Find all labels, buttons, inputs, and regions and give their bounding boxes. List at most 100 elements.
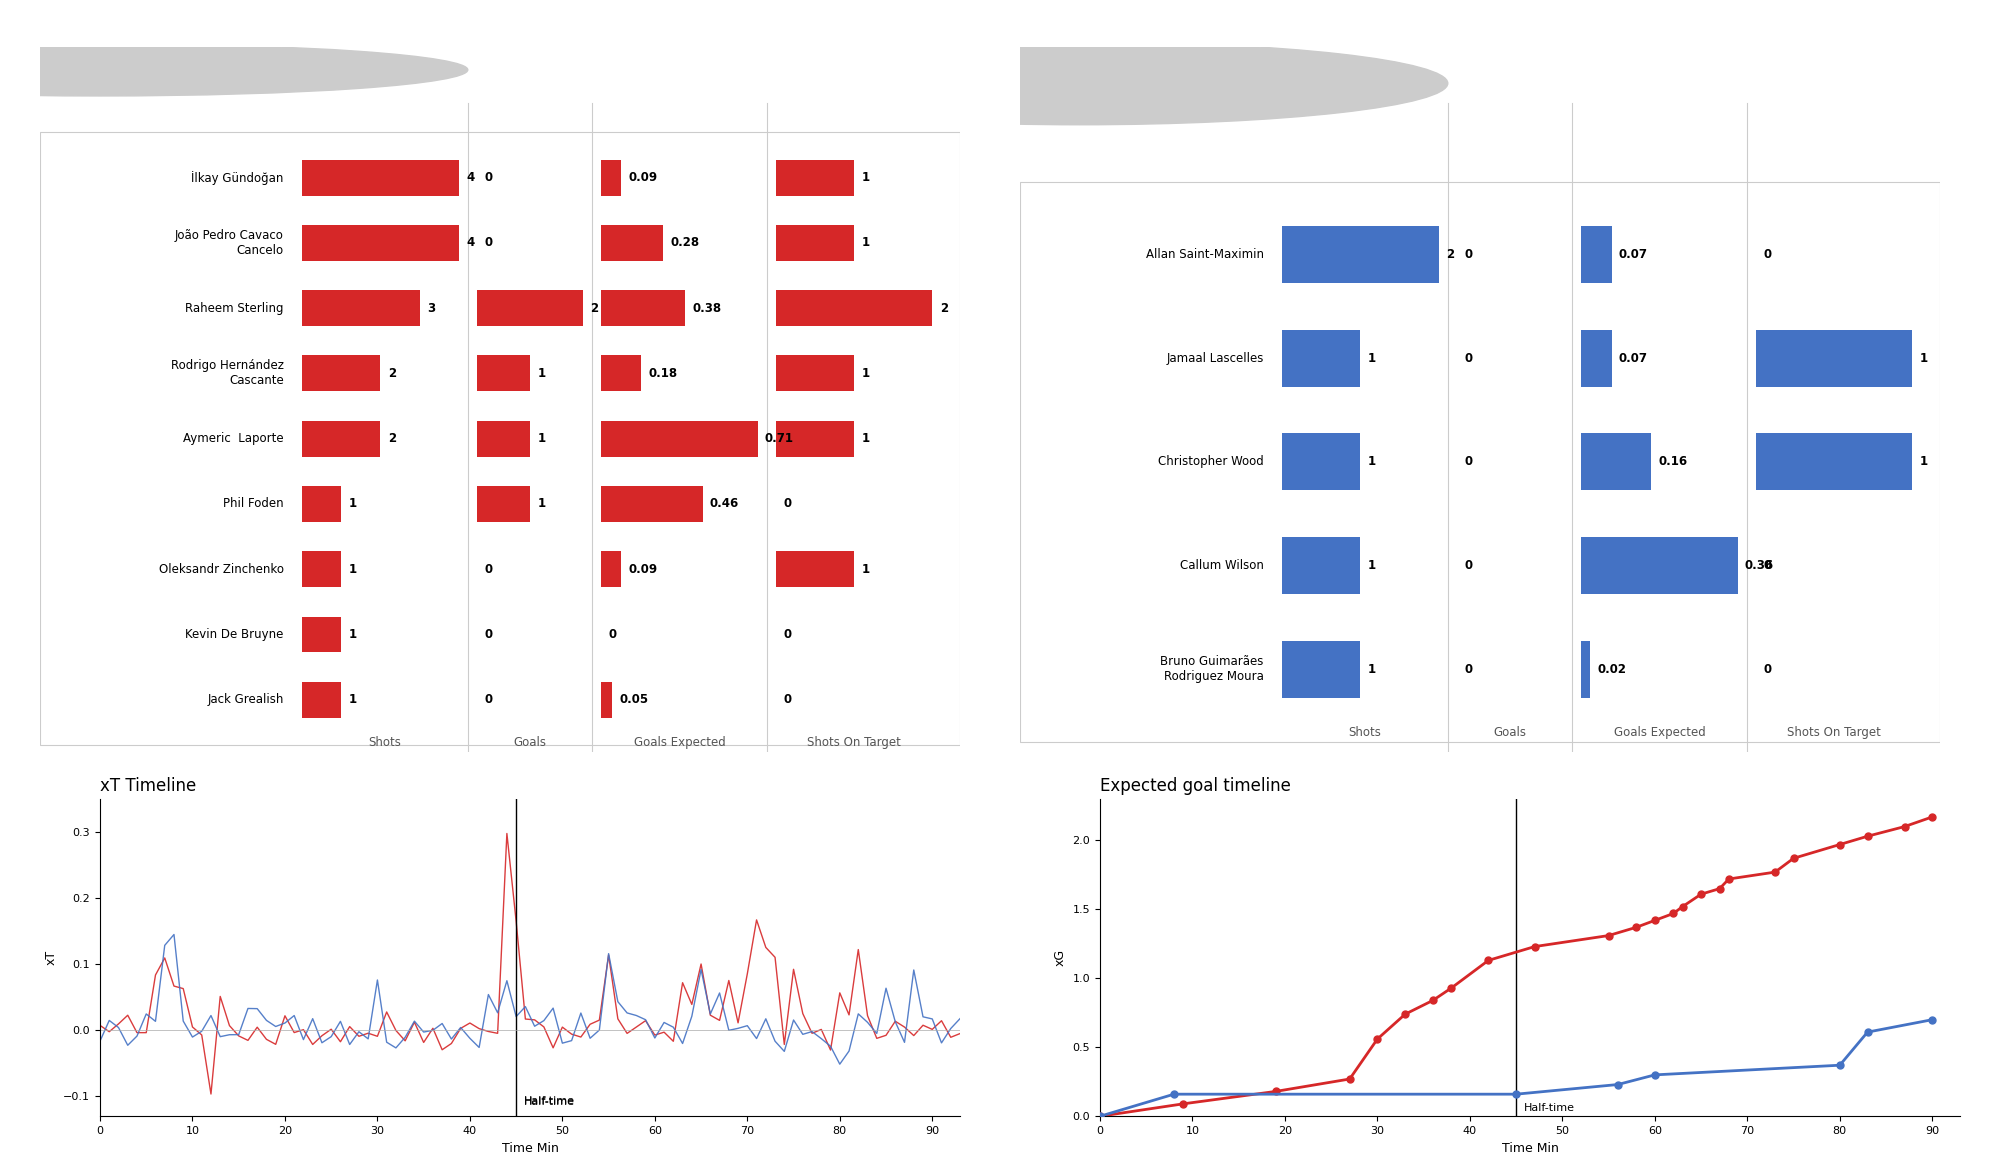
Text: 0: 0 — [1464, 455, 1472, 468]
Text: 1: 1 — [348, 627, 356, 642]
Text: 0.07: 0.07 — [1618, 351, 1648, 364]
Text: 0.71: 0.71 — [764, 432, 794, 445]
Text: Oleksandr Zinchenko: Oleksandr Zinchenko — [158, 563, 284, 576]
Text: Rodrigo Hernández
Cascante: Rodrigo Hernández Cascante — [170, 360, 284, 388]
Text: Shots: Shots — [1348, 726, 1382, 739]
Text: Half-time: Half-time — [1524, 1103, 1574, 1114]
Text: Jamaal Lascelles: Jamaal Lascelles — [1166, 351, 1264, 364]
Text: 0.38: 0.38 — [692, 302, 722, 315]
Text: Goals: Goals — [1494, 726, 1526, 739]
Text: Allan Saint-Maximin: Allan Saint-Maximin — [1146, 248, 1264, 261]
X-axis label: Time Min: Time Min — [1502, 1142, 1558, 1155]
Text: 0.09: 0.09 — [628, 172, 658, 184]
Text: 0: 0 — [1464, 248, 1472, 261]
Text: 0: 0 — [1764, 559, 1772, 572]
Text: Phil Foden: Phil Foden — [224, 497, 284, 510]
Text: 1: 1 — [348, 563, 356, 576]
Bar — [776, 290, 932, 325]
Text: 4: 4 — [466, 236, 474, 249]
X-axis label: Time Min: Time Min — [502, 1142, 558, 1155]
Text: Shots: Shots — [368, 736, 402, 748]
Text: xT Timeline: xT Timeline — [100, 777, 196, 794]
Bar — [302, 617, 342, 652]
Text: 0.36: 0.36 — [1744, 559, 1774, 572]
Text: Jack Grealish: Jack Grealish — [208, 693, 284, 706]
Text: 2: 2 — [1446, 248, 1454, 261]
Text: 0.18: 0.18 — [648, 367, 678, 380]
Text: Half-time: Half-time — [524, 1096, 574, 1107]
Bar — [1582, 226, 1612, 283]
Bar — [602, 224, 662, 261]
Bar — [602, 486, 702, 522]
Text: 2: 2 — [388, 432, 396, 445]
Text: 4: 4 — [466, 172, 474, 184]
Circle shape — [712, 42, 1448, 125]
Bar — [776, 224, 854, 261]
Bar — [302, 160, 458, 195]
Text: 0: 0 — [484, 693, 492, 706]
Text: 1: 1 — [1368, 663, 1376, 676]
Text: Manchester City shots: Manchester City shots — [188, 61, 388, 79]
Text: 0: 0 — [1764, 663, 1772, 676]
Text: 1: 1 — [1368, 455, 1376, 468]
Text: 3: 3 — [426, 302, 434, 315]
Bar — [302, 224, 458, 261]
Text: 1: 1 — [348, 693, 356, 706]
Bar — [1282, 226, 1438, 283]
Text: 0.05: 0.05 — [620, 693, 648, 706]
Text: Goals: Goals — [514, 736, 546, 748]
Text: Christopher Wood: Christopher Wood — [1158, 455, 1264, 468]
Bar — [1756, 329, 1912, 387]
Bar — [776, 356, 854, 391]
Text: 0.16: 0.16 — [1658, 455, 1688, 468]
Text: Kevin De Bruyne: Kevin De Bruyne — [186, 627, 284, 642]
Text: João Pedro Cavaco
Cancelo: João Pedro Cavaco Cancelo — [174, 229, 284, 257]
Text: 2: 2 — [940, 302, 948, 315]
Text: 1: 1 — [1920, 455, 1928, 468]
Text: Goals Expected: Goals Expected — [634, 736, 726, 748]
Text: 0.07: 0.07 — [1618, 248, 1648, 261]
Bar — [302, 551, 342, 588]
Bar — [602, 551, 622, 588]
Text: Shots On Target: Shots On Target — [808, 736, 902, 748]
Text: 0.28: 0.28 — [670, 236, 700, 249]
Text: Half-time: Half-time — [524, 1097, 574, 1107]
Y-axis label: xG: xG — [1054, 949, 1066, 966]
Bar — [302, 421, 380, 457]
Bar — [478, 290, 582, 325]
Text: 1: 1 — [862, 367, 870, 380]
Bar — [776, 421, 854, 457]
Bar — [602, 421, 758, 457]
Text: 2: 2 — [388, 367, 396, 380]
Text: 0: 0 — [1764, 248, 1772, 261]
Bar — [602, 160, 622, 195]
Text: 1: 1 — [862, 563, 870, 576]
Text: Goals Expected: Goals Expected — [1614, 726, 1706, 739]
Bar — [602, 682, 612, 718]
Bar — [1582, 329, 1612, 387]
Text: 1: 1 — [862, 432, 870, 445]
Text: 0.09: 0.09 — [628, 563, 658, 576]
Bar — [302, 290, 420, 325]
Bar — [302, 356, 380, 391]
Text: 1: 1 — [538, 367, 546, 380]
Text: 0: 0 — [1464, 663, 1472, 676]
Bar — [1582, 640, 1590, 698]
Text: Callum Wilson: Callum Wilson — [1180, 559, 1264, 572]
Text: 0: 0 — [484, 236, 492, 249]
Text: 1: 1 — [538, 497, 546, 510]
Text: 0: 0 — [1464, 351, 1472, 364]
Bar — [1282, 640, 1360, 698]
Bar — [478, 421, 530, 457]
Text: 1: 1 — [1920, 351, 1928, 364]
Bar — [302, 682, 342, 718]
Bar — [602, 356, 640, 391]
Text: 0: 0 — [784, 627, 792, 642]
Text: 0.02: 0.02 — [1598, 663, 1626, 676]
Bar — [478, 356, 530, 391]
Text: 1: 1 — [348, 497, 356, 510]
Bar — [1282, 329, 1360, 387]
Text: 0.46: 0.46 — [710, 497, 740, 510]
Text: 1: 1 — [538, 432, 546, 445]
Bar — [302, 486, 342, 522]
